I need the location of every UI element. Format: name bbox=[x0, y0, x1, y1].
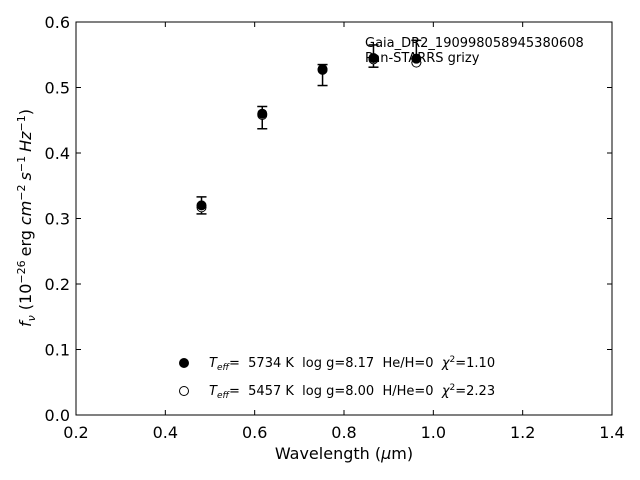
y-tick-label: 0.4 bbox=[45, 144, 70, 163]
model-point-filled bbox=[317, 64, 328, 75]
x-tick-label: 0.4 bbox=[153, 423, 178, 442]
plot-frame bbox=[75, 21, 613, 416]
x-tick-label: 0.2 bbox=[63, 423, 88, 442]
ticks-layer: 0.2 0.4 0.6 0.8 1.0 1.2 1.4 0.0 0.1 0.2 0.3 0.4 0.5 0… bbox=[45, 13, 625, 442]
x-tick-label: 1.2 bbox=[510, 423, 535, 442]
model-point-filled bbox=[368, 53, 379, 64]
x-tick-label: 0.6 bbox=[242, 423, 267, 442]
model-point-filled bbox=[411, 53, 422, 64]
annotation-line-2: Pan-STARRS grizy bbox=[365, 51, 480, 66]
x-axis-label: Wavelength (μm) bbox=[275, 444, 413, 463]
points-layer bbox=[196, 53, 422, 213]
error-bars-layer bbox=[196, 39, 422, 215]
legend-marker-open bbox=[179, 386, 189, 396]
legend-entry-2: Teff= 5457 K log g=8.00 H/He=0 χ2=2.23 bbox=[209, 383, 495, 401]
y-tick-label: 0.6 bbox=[45, 13, 70, 32]
y-tick-label: 0.0 bbox=[45, 406, 70, 425]
y-tick-label: 0.3 bbox=[45, 210, 70, 229]
legend: Teff= 5734 K log g=8.17 He/H=0 χ2=1.10 T… bbox=[179, 355, 495, 401]
y-axis-label: fν(10−26ergcm−2s−1Hz−1) bbox=[15, 109, 38, 327]
model-point-filled bbox=[257, 108, 268, 119]
y-tick-label: 0.1 bbox=[45, 341, 70, 360]
x-tick-label: 1.0 bbox=[421, 423, 446, 442]
model-point-filled bbox=[196, 200, 207, 211]
legend-marker-filled bbox=[179, 358, 189, 368]
y-tick-label: 0.2 bbox=[45, 275, 70, 294]
legend-entry-1: Teff= 5734 K log g=8.17 He/H=0 χ2=1.10 bbox=[209, 355, 495, 373]
x-tick-label: 0.8 bbox=[331, 423, 356, 442]
x-tick-label: 1.4 bbox=[599, 423, 624, 442]
annotation-line-1: Gaia_DR2_190998058945380608 bbox=[365, 36, 584, 51]
y-tick-label: 0.5 bbox=[45, 79, 70, 98]
